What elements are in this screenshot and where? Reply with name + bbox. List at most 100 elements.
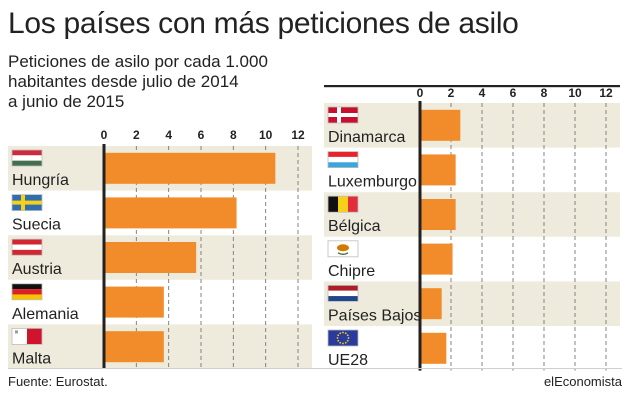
x-tick-label: 10 xyxy=(259,128,273,142)
cyprus-flag xyxy=(327,240,359,258)
left-chart-panel: 0 2 4 6 8 10 12 Hungría Suecia Austria Alemania Mal… xyxy=(8,128,312,369)
flag-border xyxy=(11,238,43,256)
flag-stripe xyxy=(12,249,42,256)
bar xyxy=(420,154,456,186)
bar xyxy=(420,288,442,320)
bar xyxy=(420,332,447,364)
x-tick-label: 0 xyxy=(417,86,424,100)
flag-stripe xyxy=(328,196,338,213)
footer-divider xyxy=(8,368,622,369)
flag-border xyxy=(327,329,359,347)
flag-stripe xyxy=(12,239,42,245)
bar xyxy=(420,243,453,275)
flag-star xyxy=(336,337,339,339)
category-label: UE28 xyxy=(328,352,368,369)
bar xyxy=(104,242,197,273)
flag-star xyxy=(346,334,349,337)
flag-cross xyxy=(12,200,42,205)
flag-half xyxy=(12,328,27,345)
x-tick-label: 12 xyxy=(291,128,305,142)
flag-stripe xyxy=(328,296,358,302)
row-band xyxy=(324,281,620,326)
belgium-flag xyxy=(327,195,359,213)
flag-border xyxy=(327,106,359,124)
x-tick-label: 6 xyxy=(198,128,205,142)
flag-stripe xyxy=(328,156,358,163)
x-tick-label: 2 xyxy=(133,128,140,142)
flag-half xyxy=(27,328,42,345)
sweden-flag xyxy=(11,194,43,212)
flag-border xyxy=(327,195,359,213)
row-band xyxy=(324,192,620,237)
flag-stripe xyxy=(328,151,358,157)
hungary-flag xyxy=(11,149,43,167)
source-note: Fuente: Eurostat. xyxy=(8,374,108,389)
publisher-name: elEconomista xyxy=(543,374,622,389)
bar xyxy=(420,109,461,141)
category-label: Bélgica xyxy=(328,218,381,235)
category-label: Malta xyxy=(12,350,51,367)
flag-star xyxy=(337,339,340,342)
x-tick-label: 4 xyxy=(165,128,172,142)
category-label: Austria xyxy=(12,261,62,278)
flag-stripe xyxy=(12,289,42,295)
flag-star xyxy=(337,334,340,337)
flag-stripe xyxy=(12,294,42,300)
x-tick-label: 8 xyxy=(541,86,548,100)
y-axis-line xyxy=(102,144,106,369)
x-tick-label: 8 xyxy=(230,128,237,142)
flag-star xyxy=(342,342,344,345)
flag-star xyxy=(342,331,344,334)
category-label: Hungría xyxy=(12,172,69,189)
flag-stripe xyxy=(12,155,42,161)
flag-border xyxy=(327,151,359,169)
category-label: Dinamarca xyxy=(328,129,405,146)
flag-border xyxy=(11,194,43,212)
flag-cross-emblem xyxy=(15,330,18,334)
x-tick-label: 0 xyxy=(101,128,108,142)
category-label: Suecia xyxy=(12,217,61,234)
x-tick-label: 10 xyxy=(568,86,582,100)
flag-star xyxy=(346,339,349,342)
flag-star xyxy=(344,332,347,335)
flag-stripe xyxy=(328,162,358,168)
x-tick-label: 12 xyxy=(599,86,613,100)
x-tick-label: 4 xyxy=(479,86,486,100)
flag-island xyxy=(337,244,349,252)
category-label: Luxemburgo xyxy=(328,174,417,191)
flag-stripe xyxy=(348,196,358,213)
x-tick-label: 6 xyxy=(510,86,517,100)
flag-star xyxy=(344,341,347,344)
flag-border xyxy=(327,240,359,258)
malta-flag xyxy=(11,327,43,345)
flag-star xyxy=(339,341,342,344)
flag-border xyxy=(11,327,43,345)
bar xyxy=(104,197,237,229)
flag-olive-branch xyxy=(337,252,349,255)
flag-border xyxy=(11,149,43,167)
flag-stripe xyxy=(12,283,42,290)
flag-stripe xyxy=(328,290,358,297)
right-chart-panel: 0 2 4 6 8 10 12 Dinamarca Luxemburgo Bélgica Chipr… xyxy=(324,85,620,371)
flag-stripe xyxy=(328,285,358,291)
chart-title: Los países con más peticiones de asilo xyxy=(8,7,519,40)
luxembourg-flag xyxy=(327,151,359,169)
bar xyxy=(104,152,276,184)
bar xyxy=(420,199,456,230)
flag-stripe xyxy=(338,196,348,213)
bar xyxy=(104,331,164,363)
flag-star xyxy=(347,337,350,339)
flag-border xyxy=(11,283,43,301)
denmark-flag xyxy=(327,106,359,124)
netherlands-flag xyxy=(327,284,359,302)
y-axis-line xyxy=(418,101,422,371)
flag-cross xyxy=(328,113,358,117)
flag-border xyxy=(327,284,359,302)
category-label: Alemania xyxy=(12,306,79,323)
panel-top-rule xyxy=(324,85,620,88)
flag-stripe xyxy=(12,160,42,166)
austria-flag xyxy=(11,238,43,256)
flag-star xyxy=(339,332,342,335)
eu-flag xyxy=(327,329,359,347)
